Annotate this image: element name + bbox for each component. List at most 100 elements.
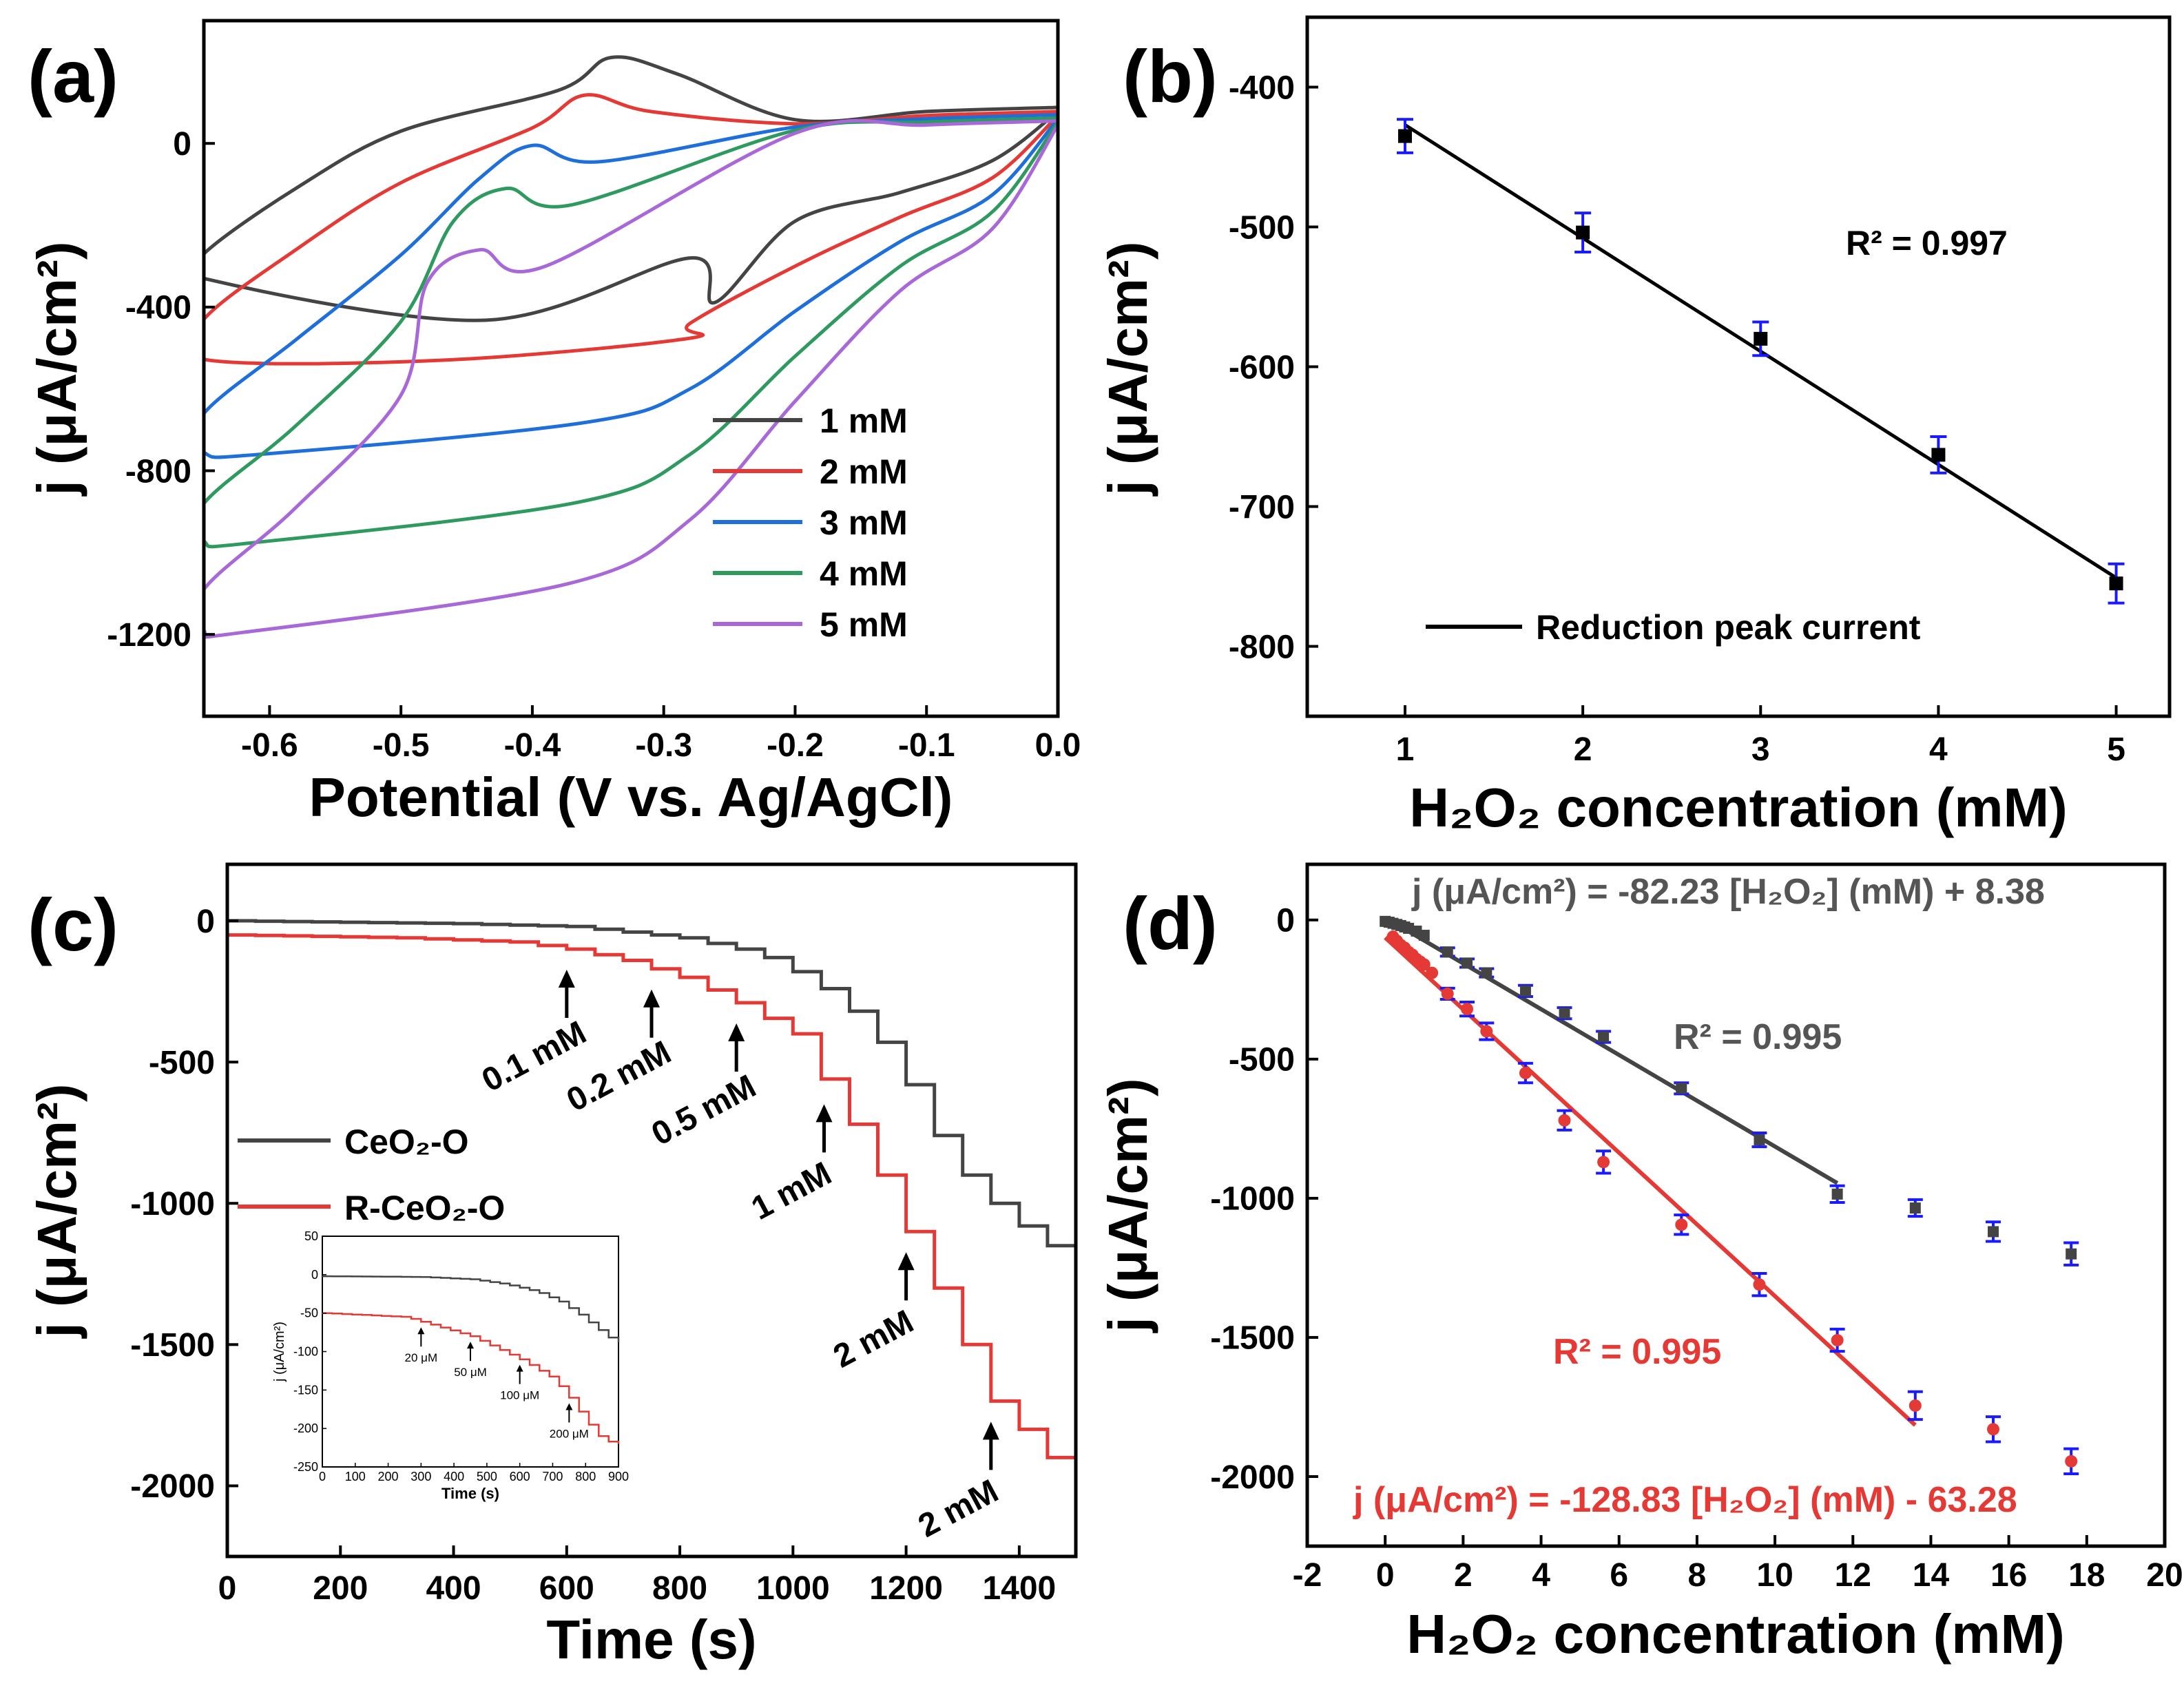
x-tick-label: 1200	[869, 1570, 943, 1607]
data-point-rceo2	[1480, 1025, 1493, 1038]
inset-arrow-head	[565, 1403, 573, 1410]
data-point	[1754, 331, 1768, 346]
panel-c-y-axis-label: j (μA/cm²)	[26, 1084, 87, 1340]
x-tick-label: 0.0	[1035, 727, 1081, 764]
inset-x-tick-label: 800	[575, 1470, 596, 1483]
addition-label: 0.5 mM	[646, 1068, 762, 1153]
x-tick-label: 8	[1688, 1557, 1707, 1594]
data-point-ceo2	[1519, 985, 1531, 997]
legend-label: 5 mM	[820, 605, 908, 644]
legend-label: 1 mM	[820, 402, 908, 440]
inset-curve-1	[321, 1312, 620, 1444]
panel-c-x-axis-label: Time (s)	[546, 1609, 756, 1670]
panel-d-y-axis-label: j (μA/cm²)	[1097, 1079, 1158, 1334]
y-tick-label: -1500	[1210, 1320, 1295, 1357]
cv-curve-1-mM	[204, 55, 1058, 322]
inset-arrow-head	[467, 1342, 474, 1349]
y-tick-label: -2000	[1210, 1459, 1295, 1496]
y-tick-label: 0	[173, 126, 191, 163]
y-tick-label: -700	[1229, 489, 1295, 525]
panel-d-frame	[1305, 862, 2167, 1548]
panel-d-x-axis-label: H₂O₂ concentration (mM)	[1406, 1603, 2065, 1665]
y-tick-label: -1200	[107, 617, 191, 654]
panel-a-legend: 1 mM 2 mM 3 mM 4 mM 5 mM	[713, 402, 908, 644]
panel-b-r2-annotation: R² = 0.997	[1846, 224, 2008, 262]
panel-c-label: (c)	[28, 883, 118, 966]
cv-curve-5-mM	[204, 118, 1058, 639]
y-tick-label: -600	[1229, 349, 1295, 386]
data-point-ceo2	[1598, 1031, 1610, 1043]
y-tick-label: -800	[125, 453, 191, 490]
inset-y-tick-label: 0	[311, 1268, 318, 1282]
inset-addition-label: 50 μM	[454, 1366, 487, 1379]
data-point-ceo2	[1559, 1008, 1570, 1019]
inset-x-tick-label: 0	[319, 1470, 326, 1483]
x-tick-label: 16	[1990, 1557, 2027, 1594]
data-point-ceo2	[1442, 946, 1453, 958]
x-tick-label: -0.6	[241, 727, 298, 764]
panel-d-red-r2: R² = 0.995	[1553, 1332, 1721, 1372]
y-tick-label: -500	[1229, 209, 1295, 246]
panel-c: 0 200 400 600 800 1000 1200 1400-2000-1500-1000…	[26, 862, 1078, 1670]
cv-curve-2-mM	[204, 93, 1058, 366]
panel-c-legend-label-rceo2: R-CeO₂-O	[344, 1189, 505, 1227]
x-tick-label: 400	[426, 1570, 481, 1607]
addition-arrow-head	[815, 1104, 833, 1123]
inset-x-tick-label: 200	[378, 1470, 399, 1483]
inset-y-tick-label: -150	[293, 1383, 318, 1397]
inset-arrow-head	[516, 1364, 523, 1372]
y-tick-label: 0	[1276, 903, 1295, 939]
addition-arrow-head	[982, 1421, 999, 1440]
inset-x-tick-label: 500	[477, 1470, 497, 1483]
y-tick-label: -400	[1229, 70, 1295, 106]
x-tick-label: -0.4	[504, 727, 561, 764]
inset-y-axis-label: j (μA/cm²)	[272, 1322, 287, 1382]
y-tick-label: -1000	[130, 1186, 215, 1222]
data-point-ceo2	[1909, 1202, 1921, 1214]
x-tick-label: 800	[652, 1570, 707, 1607]
inset-x-tick-label: 400	[444, 1470, 464, 1483]
panel-b-label: (b)	[1123, 34, 1218, 118]
inset-y-tick-label: -50	[300, 1306, 318, 1320]
inset-y-tick-label: -250	[293, 1460, 318, 1474]
x-tick-label: 18	[2068, 1557, 2105, 1594]
inset-x-tick-label: 100	[345, 1470, 366, 1483]
x-tick-label: 0	[218, 1570, 237, 1607]
cv-curve-4-mM	[204, 116, 1058, 549]
cv-curve-3-mM	[204, 113, 1058, 459]
x-tick-label: 200	[313, 1570, 368, 1607]
panel-b-y-axis-label: j (μA/cm²)	[1097, 242, 1158, 497]
data-point-ceo2	[2066, 1248, 2077, 1260]
x-tick-label: 12	[1835, 1557, 1871, 1594]
inset-x-tick-label: 900	[608, 1470, 629, 1483]
x-tick-label: 10	[1756, 1557, 1793, 1594]
legend-label: 2 mM	[820, 452, 908, 491]
data-point-ceo2	[1754, 1134, 1765, 1146]
addition-label: 1 mM	[746, 1155, 838, 1227]
panel-a: -0.6 -0.5 -0.4 -0.3 -0.2 -0.1 0.0 -1200 -800 -400…	[26, 19, 1081, 828]
y-tick-label: -500	[1229, 1042, 1295, 1079]
inset-addition-label: 20 μM	[405, 1351, 438, 1364]
x-tick-label: -0.5	[373, 727, 430, 764]
addition-label: 2 mM	[828, 1303, 919, 1375]
data-point-ceo2	[1418, 930, 1430, 941]
inset-x-tick-label: 600	[510, 1470, 530, 1483]
addition-arrow-head	[643, 989, 660, 1008]
y-tick-label: 0	[196, 904, 215, 940]
x-tick-label: 6	[1610, 1557, 1628, 1594]
data-point-rceo2	[1831, 1333, 1844, 1346]
x-tick-label: -2	[1293, 1557, 1322, 1594]
inset-x-axis-label: Time (s)	[441, 1485, 499, 1502]
inset-y-tick-label: 50	[304, 1229, 318, 1243]
data-point-rceo2	[1558, 1114, 1571, 1127]
data-point-ceo2	[1462, 957, 1473, 969]
panel-d-gray-equation: j (μA/cm²) = -82.23 [H₂O₂] (mM) + 8.38	[1411, 872, 2045, 912]
addition-arrow-head	[558, 970, 575, 988]
inset-addition-label: 100 μM	[500, 1389, 539, 1402]
x-tick-label: 1	[1396, 731, 1415, 768]
data-point-ceo2	[1481, 967, 1493, 979]
data-point-ceo2	[1988, 1226, 1999, 1238]
data-point-rceo2	[1519, 1067, 1532, 1080]
x-tick-label: -0.2	[767, 727, 824, 764]
